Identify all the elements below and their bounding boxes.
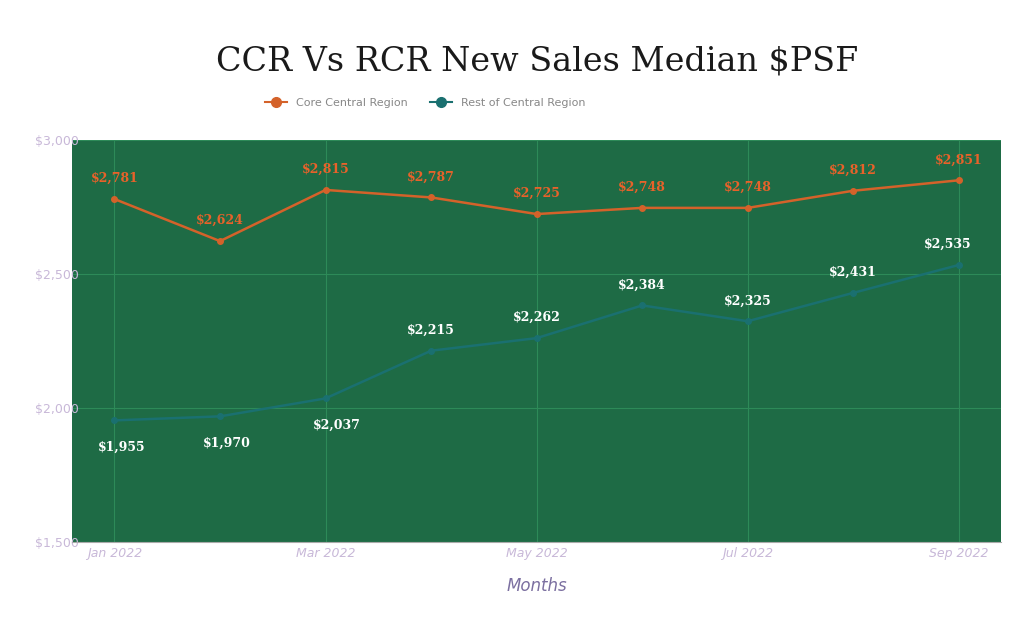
Core Central Region (214, 237, 226, 245)
Core Central Region (425, 193, 438, 201)
Title: CCR Vs RCR New Sales Median $PSF: CCR Vs RCR New Sales Median $PSF (216, 46, 858, 78)
Text: $2,037: $2,037 (313, 419, 360, 432)
Text: $2,781: $2,781 (91, 172, 138, 185)
Text: $2,748: $2,748 (723, 181, 772, 194)
Core Central Region (530, 211, 543, 218)
Core Central Region (319, 186, 331, 194)
Text: $2,787: $2,787 (408, 170, 455, 184)
X-axis label: Months: Months (507, 577, 567, 595)
Rest of Central Region (530, 334, 543, 342)
Rest of Central Region (108, 417, 121, 424)
Rest of Central Region (319, 394, 331, 402)
Core Central Region (953, 177, 965, 184)
Core Central Region (847, 187, 860, 195)
Text: $2,624: $2,624 (196, 214, 244, 227)
Text: $2,384: $2,384 (618, 279, 666, 292)
Text: $2,812: $2,812 (830, 164, 877, 177)
Core Central Region (636, 204, 648, 212)
Text: $2,748: $2,748 (618, 181, 666, 194)
Text: $2,851: $2,851 (935, 153, 982, 167)
Core Central Region (742, 204, 754, 212)
Rest of Central Region (214, 413, 226, 420)
Text: $2,262: $2,262 (513, 311, 560, 324)
Line: Rest of Central Region: Rest of Central Region (111, 262, 962, 423)
Text: $2,725: $2,725 (513, 187, 560, 200)
Rest of Central Region (636, 302, 648, 309)
Text: $2,431: $2,431 (830, 266, 877, 279)
Text: $1,970: $1,970 (203, 437, 251, 450)
Core Central Region (108, 195, 121, 203)
Legend: Core Central Region, Rest of Central Region: Core Central Region, Rest of Central Reg… (260, 94, 590, 112)
Text: $2,815: $2,815 (301, 163, 350, 176)
Rest of Central Region (742, 317, 754, 325)
Text: $2,325: $2,325 (723, 294, 772, 308)
Rest of Central Region (953, 261, 965, 269)
Line: Core Central Region: Core Central Region (111, 177, 962, 244)
Text: $2,215: $2,215 (408, 324, 455, 337)
Text: $1,955: $1,955 (98, 441, 146, 454)
Rest of Central Region (847, 289, 860, 297)
Rest of Central Region (425, 347, 438, 355)
Text: $2,535: $2,535 (924, 238, 971, 251)
